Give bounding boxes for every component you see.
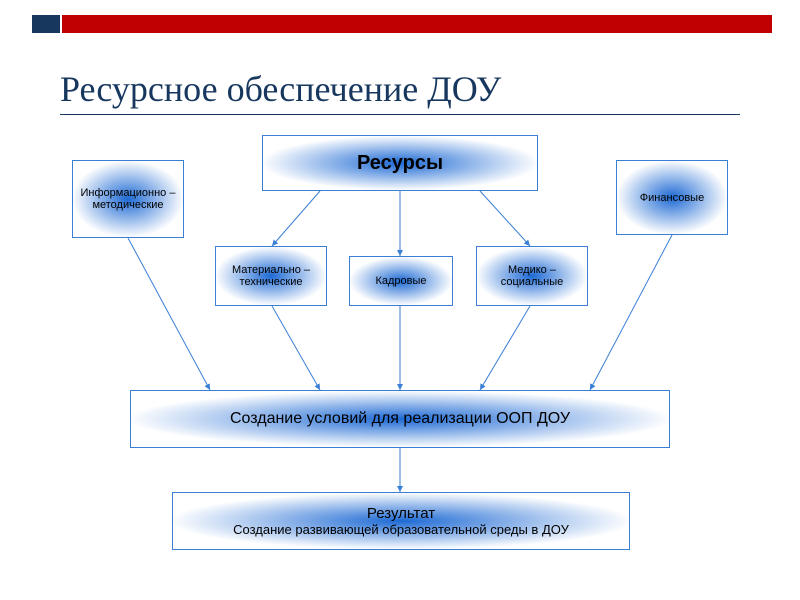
- edge-resources-medico: [480, 191, 530, 246]
- title-underline: [60, 114, 740, 115]
- edge-resources-material: [272, 191, 320, 246]
- edge-material-conditions: [272, 306, 320, 390]
- edge-medico-conditions: [480, 306, 530, 390]
- node-medico: Медико – социальные: [476, 246, 588, 306]
- node-kadry: Кадровые: [349, 256, 453, 306]
- node-finance: Финансовые: [616, 160, 728, 235]
- header-accent-red: [62, 15, 772, 33]
- edge-info-conditions: [128, 238, 210, 390]
- page-title: Ресурсное обеспечение ДОУ: [60, 68, 501, 110]
- node-conditions: Создание условий для реализации ООП ДОУ: [130, 390, 670, 448]
- node-info: Информационно – методические: [72, 160, 184, 238]
- header-accent-small: [32, 15, 60, 33]
- node-resources: Ресурсы: [262, 135, 538, 191]
- node-result: РезультатСоздание развивающей образовате…: [172, 492, 630, 550]
- edge-finance-conditions: [590, 235, 672, 390]
- node-material: Материально – технические: [215, 246, 327, 306]
